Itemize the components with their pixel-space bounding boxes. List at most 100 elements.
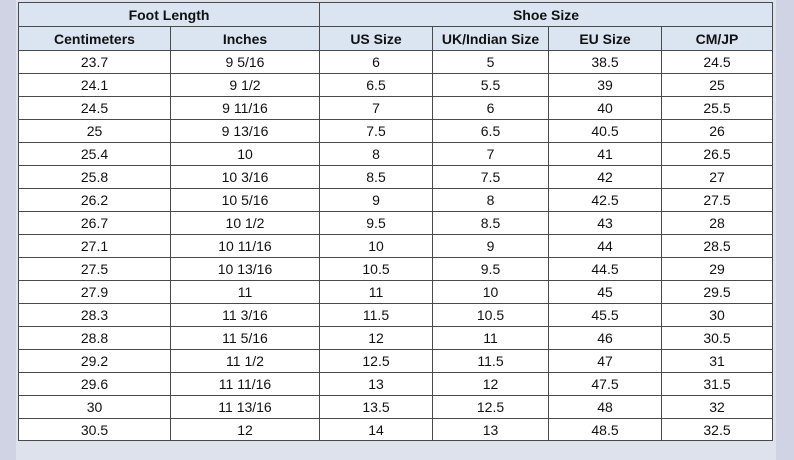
centimeters-cell: 29.6 (18, 372, 171, 396)
column-header-us-size: US Size (319, 26, 433, 51)
centimeters-cell: 25.4 (18, 142, 171, 166)
centimeters-cell: 28.3 (18, 303, 171, 327)
inches-cell: 10 1/2 (170, 211, 320, 235)
table-row: 26.7 10 1/2 9.5 8.5 43 28 (18, 211, 774, 235)
foot-length-group-header: Foot Length (18, 2, 320, 27)
uk-indian-size-cell: 8.5 (432, 211, 549, 235)
eu-size-cell: 43 (548, 211, 662, 235)
shoe-size-table: Foot Length Shoe Size Centimeters Inches… (18, 2, 774, 441)
inches-cell: 10 (170, 142, 320, 166)
column-header-row: Centimeters Inches US Size UK/Indian Siz… (18, 26, 774, 51)
us-size-cell: 9.5 (319, 211, 433, 235)
table-row: 28.3 11 3/16 11.5 10.5 45.5 30 (18, 303, 774, 327)
cm-jp-cell: 32 (660, 395, 774, 419)
cm-jp-cell: 30 (660, 303, 774, 327)
eu-size-cell: 48 (548, 395, 662, 419)
column-header-eu-size: EU Size (548, 26, 662, 51)
table-row: 30.5 12 14 13 48.5 32.5 (18, 418, 774, 441)
us-size-cell: 9 (319, 188, 433, 212)
eu-size-cell: 39 (548, 73, 662, 97)
centimeters-cell: 28.8 (18, 326, 171, 350)
cm-jp-cell: 26.5 (660, 142, 774, 166)
table-row: 23.7 9 5/16 6 5 38.5 24.5 (18, 50, 774, 74)
uk-indian-size-cell: 9 (432, 234, 549, 258)
shoe-size-group-header: Shoe Size (318, 2, 774, 27)
cm-jp-cell: 24.5 (660, 50, 774, 74)
table-row: 30 11 13/16 13.5 12.5 48 32 (18, 395, 774, 419)
uk-indian-size-cell: 12.5 (432, 395, 549, 419)
centimeters-cell: 27.1 (18, 234, 171, 258)
eu-size-cell: 44 (548, 234, 662, 258)
inches-cell: 11 3/16 (170, 303, 320, 327)
us-size-cell: 6 (319, 50, 433, 74)
us-size-cell: 13.5 (319, 395, 433, 419)
column-header-inches: Inches (170, 26, 320, 51)
size-chart-frame: Foot Length Shoe Size Centimeters Inches… (16, 0, 776, 460)
us-size-cell: 11.5 (319, 303, 433, 327)
inches-cell: 11 1/2 (170, 349, 320, 373)
us-size-cell: 11 (319, 280, 433, 304)
inches-cell: 10 3/16 (170, 165, 320, 189)
cm-jp-cell: 29.5 (660, 280, 774, 304)
us-size-cell: 10.5 (319, 257, 433, 281)
centimeters-cell: 24.5 (18, 96, 171, 120)
us-size-cell: 12.5 (319, 349, 433, 373)
inches-cell: 9 13/16 (170, 119, 320, 143)
eu-size-cell: 46 (548, 326, 662, 350)
centimeters-cell: 27.9 (18, 280, 171, 304)
table-body: 23.7 9 5/16 6 5 38.5 24.5 24.1 9 1/2 6.5 5.5 39 25 2… (18, 50, 774, 441)
table-row: 25.8 10 3/16 8.5 7.5 42 27 (18, 165, 774, 189)
eu-size-cell: 47 (548, 349, 662, 373)
uk-indian-size-cell: 6.5 (432, 119, 549, 143)
column-header-centimeters: Centimeters (18, 26, 171, 51)
eu-size-cell: 48.5 (548, 418, 662, 441)
uk-indian-size-cell: 7.5 (432, 165, 549, 189)
uk-indian-size-cell: 10 (432, 280, 549, 304)
eu-size-cell: 38.5 (548, 50, 662, 74)
us-size-cell: 6.5 (319, 73, 433, 97)
table-row: 25 9 13/16 7.5 6.5 40.5 26 (18, 119, 774, 143)
eu-size-cell: 42.5 (548, 188, 662, 212)
centimeters-cell: 26.7 (18, 211, 171, 235)
uk-indian-size-cell: 11 (432, 326, 549, 350)
table-row: 27.5 10 13/16 10.5 9.5 44.5 29 (18, 257, 774, 281)
us-size-cell: 14 (319, 418, 433, 441)
cm-jp-cell: 30.5 (660, 326, 774, 350)
table-row: 27.9 11 11 10 45 29.5 (18, 280, 774, 304)
column-header-uk-indian-size: UK/Indian Size (432, 26, 549, 51)
cm-jp-cell: 31.5 (660, 372, 774, 396)
uk-indian-size-cell: 7 (432, 142, 549, 166)
inches-cell: 9 5/16 (170, 50, 320, 74)
inches-cell: 11 13/16 (170, 395, 320, 419)
centimeters-cell: 26.2 (18, 188, 171, 212)
us-size-cell: 12 (319, 326, 433, 350)
centimeters-cell: 24.1 (18, 73, 171, 97)
table-row: 26.2 10 5/16 9 8 42.5 27.5 (18, 188, 774, 212)
inches-cell: 12 (170, 418, 320, 441)
eu-size-cell: 44.5 (548, 257, 662, 281)
centimeters-cell: 29.2 (18, 349, 171, 373)
column-header-cm-jp: CM/JP (660, 26, 774, 51)
cm-jp-cell: 25 (660, 73, 774, 97)
uk-indian-size-cell: 6 (432, 96, 549, 120)
cm-jp-cell: 27.5 (660, 188, 774, 212)
cm-jp-cell: 31 (660, 349, 774, 373)
inches-cell: 9 11/16 (170, 96, 320, 120)
inches-cell: 10 13/16 (170, 257, 320, 281)
centimeters-cell: 25 (18, 119, 171, 143)
table-row: 29.6 11 11/16 13 12 47.5 31.5 (18, 372, 774, 396)
us-size-cell: 8.5 (319, 165, 433, 189)
table-row: 25.4 10 8 7 41 26.5 (18, 142, 774, 166)
uk-indian-size-cell: 13 (432, 418, 549, 441)
eu-size-cell: 41 (548, 142, 662, 166)
cm-jp-cell: 25.5 (660, 96, 774, 120)
table-row: 28.8 11 5/16 12 11 46 30.5 (18, 326, 774, 350)
cm-jp-cell: 28.5 (660, 234, 774, 258)
centimeters-cell: 30 (18, 395, 171, 419)
cm-jp-cell: 27 (660, 165, 774, 189)
inches-cell: 11 (170, 280, 320, 304)
centimeters-cell: 30.5 (18, 418, 171, 441)
us-size-cell: 13 (319, 372, 433, 396)
us-size-cell: 8 (319, 142, 433, 166)
table-row: 29.2 11 1/2 12.5 11.5 47 31 (18, 349, 774, 373)
